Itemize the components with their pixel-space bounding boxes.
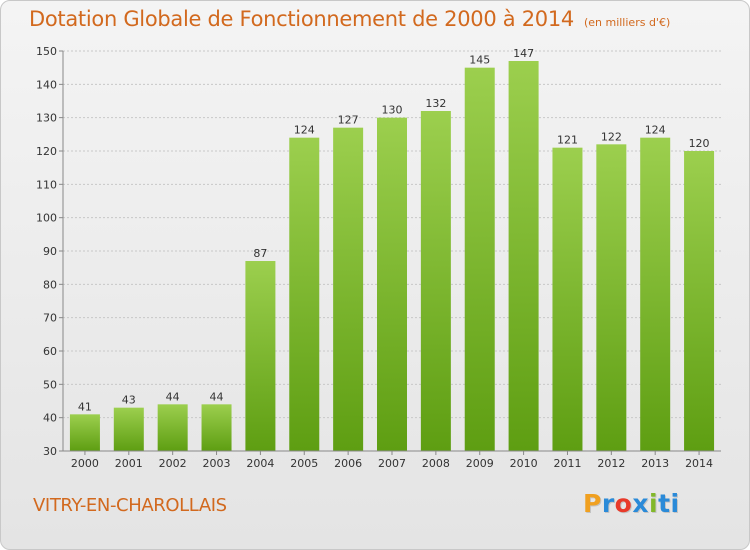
bar [245,261,276,451]
bar [596,144,627,452]
data-label: 41 [78,400,92,413]
x-tick-label: 2010 [510,457,538,470]
bar [420,111,451,451]
data-label: 44 [210,390,224,403]
bar [552,147,583,451]
bar [333,127,364,452]
y-tick-label: 40 [43,412,57,425]
x-tick-label: 2014 [685,457,713,470]
bar [113,407,144,451]
x-tick-label: 2011 [553,457,581,470]
logo-letter: ti [658,489,680,518]
data-label: 87 [253,247,267,260]
proxiti-logo: Proxiti [583,489,680,518]
chart-title-text: Dotation Globale de Fonctionnement de 20… [29,7,574,31]
bar [201,404,232,451]
y-tick-label: 100 [36,212,57,225]
x-tick-label: 2002 [159,457,187,470]
data-label: 130 [382,104,403,117]
data-label: 43 [122,394,136,407]
x-tick-label: 2008 [422,457,450,470]
bar [684,151,715,451]
x-tick-label: 2013 [641,457,669,470]
bar [508,61,539,451]
logo-letter: x [632,489,649,518]
x-tick-label: 2009 [466,457,494,470]
x-tick-label: 2004 [246,457,274,470]
data-label: 132 [425,97,446,110]
x-tick-label: 2006 [334,457,362,470]
bar [69,414,100,451]
x-tick-label: 2012 [597,457,625,470]
bar [464,67,495,452]
data-label: 124 [645,124,666,137]
data-label: 127 [338,114,359,127]
y-tick-label: 50 [43,378,57,391]
y-tick-label: 110 [36,178,57,191]
x-tick-label: 2003 [203,457,231,470]
bar [640,137,671,451]
y-tick-label: 60 [43,345,57,358]
logo-letter: r [601,489,615,518]
data-label: 145 [469,54,490,67]
logo-letter: o [614,489,633,518]
data-label: 147 [513,47,534,60]
town-name: VITRY-EN-CHAROLLAIS [33,495,227,516]
y-tick-label: 120 [36,145,57,158]
chart-unit: (en milliers d'€) [583,16,671,29]
x-axis: 2000 2001 2002 2003 2004 2005 2006 2007 2008 2009… [63,450,721,470]
data-label: 44 [166,390,180,403]
y-tick-label: 70 [43,312,57,325]
bar [289,137,320,451]
y-tick-label: 130 [36,112,57,125]
y-tick-label: 90 [43,245,57,258]
chart-title: Dotation Globale de Fonctionnement de 20… [29,7,670,31]
x-tick-label: 2007 [378,457,406,470]
data-label: 124 [294,124,315,137]
x-tick-label: 2000 [71,457,99,470]
y-tick-label: 30 [43,445,57,458]
bar [377,117,407,452]
x-tick-label: 2001 [115,457,143,470]
data-label: 120 [689,137,710,150]
y-tick-label: 80 [43,278,57,291]
x-tick-label: 2005 [290,457,318,470]
data-label: 122 [601,130,622,143]
data-label: 121 [557,134,578,147]
logo-letter: P [583,489,602,518]
logo-letter: i [649,489,659,518]
y-axis: 30 40 50 60 70 80 90 100 110 120 130 140 150 [36,45,64,458]
bar [157,404,188,451]
y-tick-label: 150 [36,45,57,58]
y-tick-label: 140 [36,78,57,91]
bars: 41 43 44 44 87 124 127 130 132 145 147 121 122 124 120 [69,47,715,452]
